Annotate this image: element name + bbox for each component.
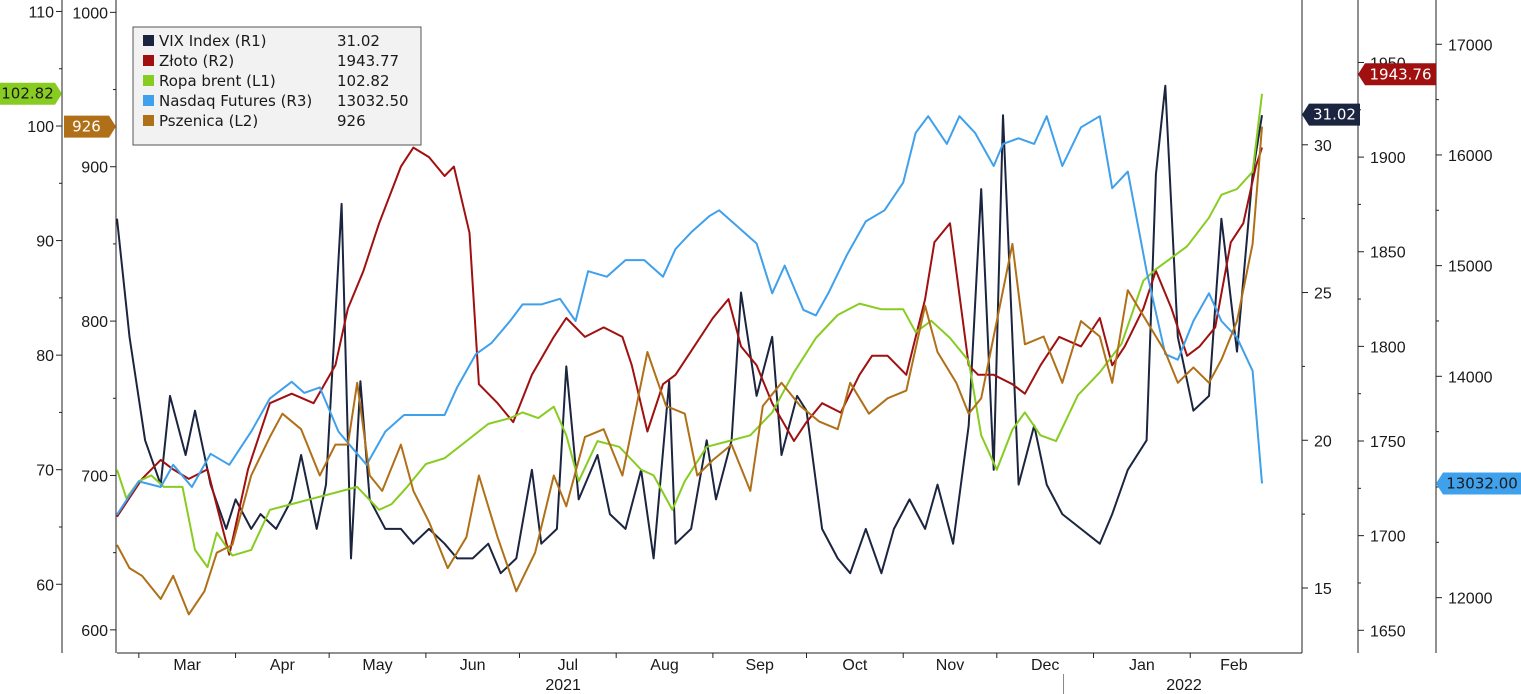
y-tick-label-r2: 1900	[1370, 150, 1406, 167]
value-tag-label-r2: 1943.76	[1369, 65, 1431, 83]
y-tick-label-l1: 80	[36, 348, 54, 365]
x-tick-label: May	[362, 657, 392, 674]
y-tick-label-l2: 900	[81, 160, 108, 177]
y-tick-label-l2: 1000	[72, 5, 108, 22]
legend-entries: VIX Index (R1) 31.02 Złoto (R2) 1943.77 Ropa…	[143, 32, 409, 130]
value-tag-label-r1: 31.02	[1313, 106, 1356, 124]
y-tick-label-r1: 20	[1314, 433, 1332, 450]
y-tick-label-l2: 800	[81, 314, 108, 331]
y-tick-label-r2: 1650	[1370, 623, 1406, 640]
legend-entry-value: 31.02	[337, 32, 380, 50]
x-tick-label: Jul	[558, 657, 578, 674]
legend-box	[132, 26, 422, 146]
y-tick-label-l2: 600	[81, 623, 108, 640]
y-tick-label-r3: 12000	[1448, 591, 1493, 608]
legend-entry-value: 13032.50	[337, 92, 409, 110]
y-tick-label-r3: 15000	[1448, 259, 1493, 276]
y-tick-label-l1: 60	[36, 577, 54, 594]
legend-entry-value: 1943.77	[337, 52, 399, 70]
legend-swatch	[143, 35, 154, 46]
legend-entry-name: VIX Index (R1)	[159, 32, 266, 50]
legend-entry-value: 926	[337, 112, 366, 130]
y-tick-label-l1: 90	[36, 234, 54, 251]
legend-entry-name: Ropa brent (L1)	[159, 72, 276, 90]
value-tag-r2	[1358, 63, 1436, 86]
y-tick-label-r2: 1750	[1370, 434, 1406, 451]
x-tick-label: Mar	[173, 657, 201, 674]
value-tag-label-l2: 926	[72, 118, 101, 136]
legend-entry-name: Złoto (R2)	[159, 52, 234, 70]
value-tag-r1	[1302, 103, 1360, 126]
x-tick-label: Nov	[936, 657, 964, 674]
value-tag-l2	[64, 115, 116, 138]
y-tick-label-r2: 1800	[1370, 339, 1406, 356]
value-tag-l1	[0, 82, 62, 105]
x-tick-label: Jun	[460, 657, 486, 674]
legend: VIX Index (R1) 31.02 Złoto (R2) 1943.77 Ropa…	[132, 26, 422, 146]
y-tick-label-r1: 25	[1314, 286, 1332, 303]
x-tick-label: Feb	[1220, 657, 1248, 674]
series-layer	[116, 84, 1263, 616]
x-tick-label: Dec	[1031, 657, 1059, 674]
legend-entry-name: Nasdaq Futures (R3)	[159, 92, 312, 110]
y-tick-label-r3: 17000	[1448, 37, 1493, 54]
value-tags: 102.82 926 31.02 1943.76 13032.00	[0, 63, 1521, 495]
y-tick-label-r2: 1850	[1370, 245, 1406, 262]
y-tick-label-r2: 1700	[1370, 529, 1406, 546]
series-line-r1	[116, 84, 1263, 575]
series-line-r2	[116, 146, 1263, 556]
y-tick-label-r3: 14000	[1448, 369, 1493, 386]
legend-swatch	[143, 75, 154, 86]
year-label: 2021	[545, 677, 581, 694]
legend-swatch	[143, 115, 154, 126]
value-tag-label-l1: 102.82	[1, 85, 54, 103]
axes-layer: 60 70 80 90 100 110 600 700 800 900 1000 15 20 25 30 16…	[27, 0, 1493, 694]
x-tick-label: Aug	[650, 657, 678, 674]
y-tick-label-r1: 30	[1314, 138, 1332, 155]
y-tick-label-l1: 110	[28, 4, 54, 21]
y-tick-label-l2: 700	[81, 468, 108, 485]
series-line-l2	[116, 126, 1263, 616]
x-tick-label: Sep	[745, 657, 774, 674]
x-tick-label: Apr	[270, 657, 296, 674]
y-tick-label-l1: 70	[36, 463, 54, 480]
value-tag-label-r3: 13032.00	[1446, 474, 1518, 492]
y-tick-label-l1: 100	[27, 119, 54, 136]
value-tag-r3	[1436, 472, 1521, 495]
legend-entry-name: Pszenica (L2)	[159, 112, 258, 130]
x-tick-label: Jan	[1129, 657, 1155, 674]
series-line-l1	[116, 93, 1263, 569]
legend-entry-value: 102.82	[337, 72, 390, 90]
legend-swatch	[143, 95, 154, 106]
x-tick-label: Oct	[842, 657, 867, 674]
y-tick-label-r1: 15	[1314, 581, 1332, 598]
legend-swatch	[143, 55, 154, 66]
y-tick-label-r3: 16000	[1448, 148, 1493, 165]
year-label: 2022	[1166, 677, 1202, 694]
series-line-r3	[116, 115, 1263, 516]
